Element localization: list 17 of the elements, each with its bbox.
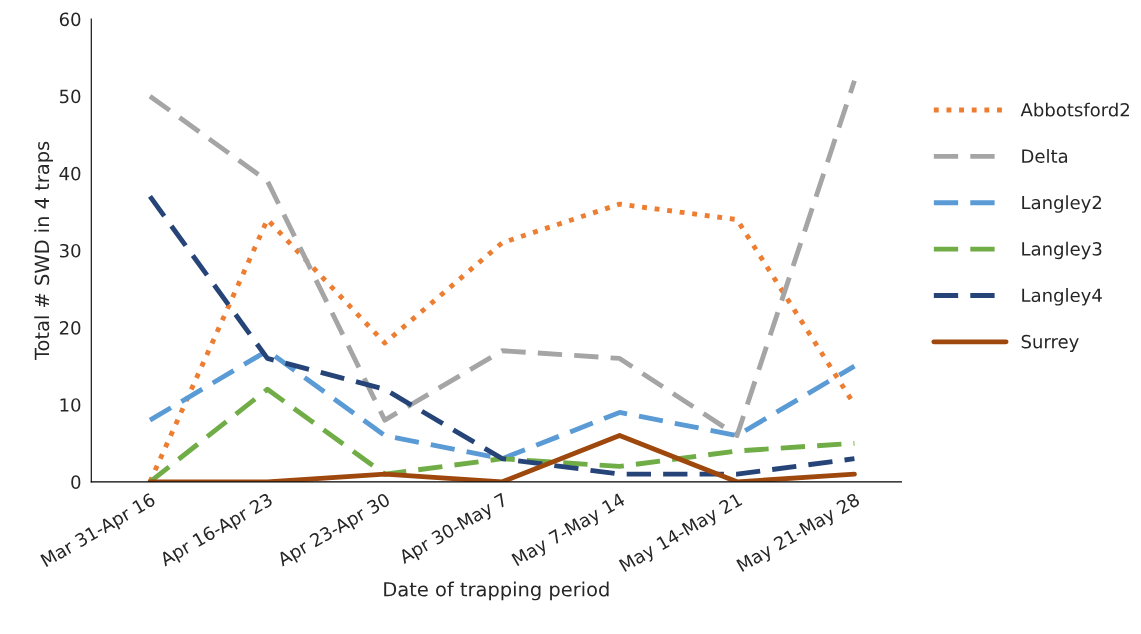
line-series xyxy=(147,386,857,482)
legend-label: Langley2 xyxy=(1022,195,1102,213)
y-tick-label: 40 xyxy=(59,166,81,181)
legend-label: Abbotsford2 xyxy=(1020,102,1129,117)
y-tick-label: 10 xyxy=(60,398,81,412)
x-axis-title: Date of trapping period xyxy=(384,581,609,601)
y-tick-label: 60 xyxy=(59,12,81,27)
y-axis-title: Total # SWD in 4 traps xyxy=(34,141,54,361)
legend-label: Langley4 xyxy=(1022,288,1102,306)
y-tick-label: 0 xyxy=(71,475,81,489)
legend-label: Surrey xyxy=(1021,334,1079,352)
legend-label: Delta xyxy=(1022,149,1068,163)
line-series xyxy=(147,78,857,438)
y-tick-label: 20 xyxy=(59,321,81,335)
y-tick-label: 50 xyxy=(59,89,81,104)
y-tick-label: 30 xyxy=(59,243,81,258)
legend-label: Langley3 xyxy=(1022,241,1102,260)
